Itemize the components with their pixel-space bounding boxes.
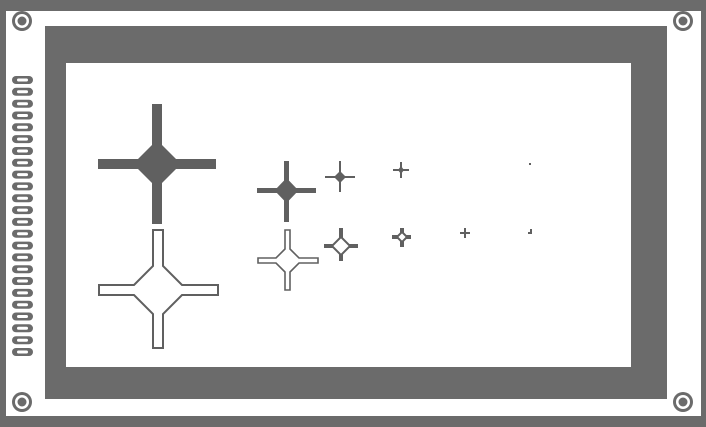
pin-hole — [17, 114, 28, 117]
pin-hole — [17, 255, 28, 259]
pin-hole — [17, 196, 28, 200]
outline-cross-xs — [460, 228, 470, 238]
outline-cross-xxl — [98, 229, 219, 349]
filled-cross-s — [393, 162, 409, 178]
lcd-screen — [66, 63, 631, 367]
outline-cross-s — [392, 228, 411, 247]
mounting-hole-top-left — [12, 11, 32, 31]
mounting-hole-bottom-right — [673, 392, 693, 412]
pin-hole — [17, 208, 28, 212]
pin-hole — [17, 173, 28, 177]
pin-hole — [17, 232, 28, 236]
pin-hole — [17, 184, 28, 188]
pin-hole — [17, 267, 28, 271]
pin-hole — [17, 161, 28, 165]
pin-hole — [17, 326, 28, 330]
display-content — [98, 104, 532, 349]
pin-hole — [17, 149, 28, 153]
filled-cross-xs — [529, 163, 531, 165]
pin-hole — [17, 125, 28, 129]
pin-header — [12, 76, 33, 356]
pin-hole — [17, 220, 28, 224]
pin-hole — [17, 137, 28, 141]
filled-cross-xxl — [98, 104, 216, 224]
outline-cross-l — [257, 229, 319, 291]
pin-hole — [17, 315, 28, 318]
pin-hole — [17, 78, 28, 82]
pin-hole — [17, 291, 28, 295]
filled-cross-m — [325, 161, 355, 192]
pin-hole — [17, 338, 28, 342]
pixel-dot-bottom — [528, 229, 532, 234]
pin-hole — [17, 350, 28, 354]
mounting-hole-top-right — [673, 11, 693, 31]
pin-hole — [17, 90, 28, 94]
mounting-holes — [12, 11, 693, 412]
pin-hole — [17, 303, 28, 307]
pin-hole — [17, 279, 28, 283]
mounting-hole-bottom-left — [12, 392, 32, 412]
pin-hole — [17, 102, 28, 106]
filled-cross-l — [257, 161, 316, 222]
pin-hole — [17, 244, 28, 248]
outline-cross-m — [324, 228, 358, 261]
